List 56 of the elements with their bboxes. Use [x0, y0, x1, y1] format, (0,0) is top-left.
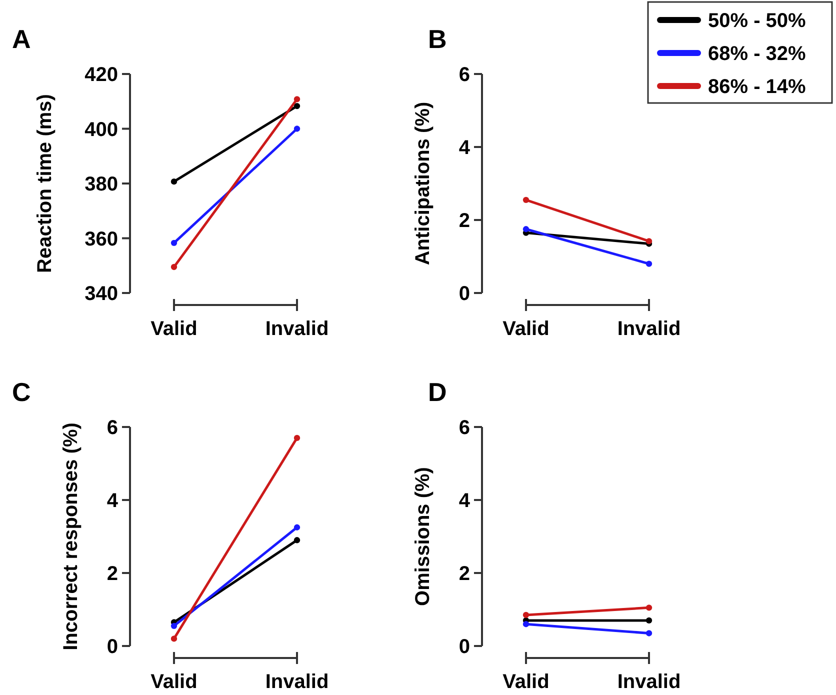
point: [170, 240, 178, 246]
point: [646, 630, 652, 636]
x-tick-label: Valid: [502, 671, 550, 693]
point: [646, 260, 652, 267]
point: [522, 621, 530, 628]
y-tick-label: 0: [106, 636, 118, 658]
y-axis-title: Incorrect responses (%): [60, 422, 82, 650]
point: [294, 102, 300, 110]
y-tick-label: 4: [458, 137, 471, 159]
y-tick-label: 0: [458, 283, 470, 305]
y-tick-label: 380: [84, 174, 118, 196]
legend-label: 86% - 14%: [708, 76, 806, 98]
y-tick-label: 4: [458, 490, 471, 512]
x-tick-label: Invalid: [617, 671, 681, 693]
y-tick-label: 6: [458, 64, 470, 86]
y-axis-title: Omissions (%): [412, 467, 434, 606]
x-tick-label: Valid: [502, 318, 550, 340]
point: [294, 96, 300, 102]
point: [294, 524, 300, 530]
chart-title: A: [12, 24, 31, 54]
x-tick-label: Valid: [150, 318, 198, 340]
x-tick-label: Invalid: [265, 318, 329, 340]
y-tick-label: 2: [458, 563, 470, 585]
y-tick-label: 4: [106, 490, 119, 512]
y-tick-label: 400: [84, 118, 118, 141]
x-tick-label: Valid: [150, 671, 198, 693]
chart-title: C: [12, 377, 31, 407]
y-tick-label: 2: [458, 210, 470, 232]
point: [646, 617, 652, 624]
point: [294, 126, 300, 132]
y-tick-label: 360: [84, 228, 118, 250]
point: [522, 612, 530, 618]
point: [170, 264, 178, 270]
point: [170, 622, 178, 630]
point: [522, 226, 530, 232]
chart-title: D: [428, 377, 447, 407]
y-axis-title: Anticipations (%): [412, 102, 434, 266]
point: [170, 178, 178, 185]
y-axis-title: Reaction time (ms): [34, 94, 56, 273]
point: [646, 238, 652, 244]
y-tick-label: 6: [458, 417, 470, 439]
legend-label: 68% - 32%: [708, 43, 806, 65]
y-tick-label: 6: [106, 417, 118, 439]
point: [294, 537, 300, 544]
point: [522, 196, 530, 204]
point: [646, 604, 652, 611]
y-tick-label: 340: [84, 283, 118, 305]
chart-title: B: [428, 24, 447, 54]
point: [170, 636, 178, 642]
x-tick-label: Invalid: [265, 671, 329, 693]
point: [294, 434, 300, 442]
y-tick-label: 420: [84, 64, 118, 86]
legend-label: 50% - 50%: [708, 10, 806, 32]
y-tick-label: 0: [458, 636, 470, 658]
y-tick-label: 2: [106, 563, 118, 585]
x-tick-label: Invalid: [617, 318, 681, 340]
